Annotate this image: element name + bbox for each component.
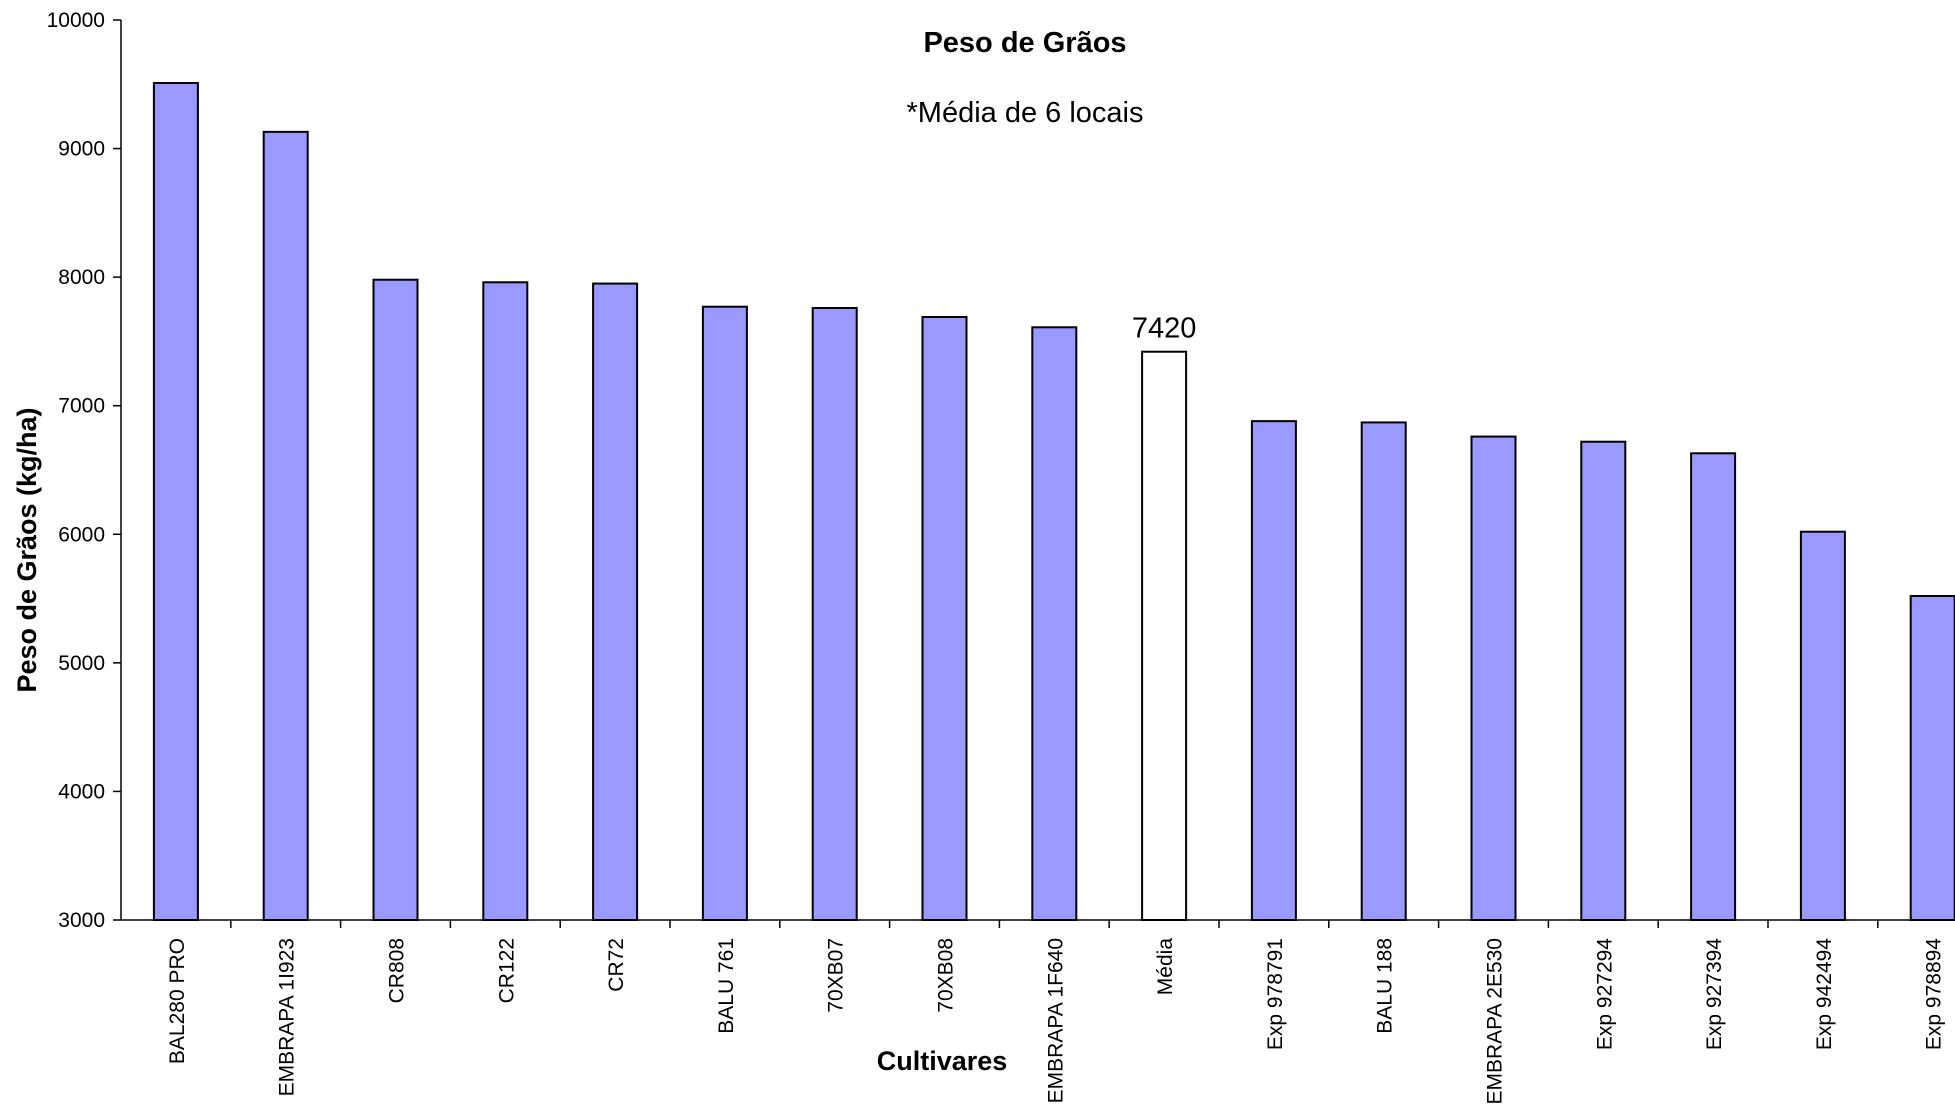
bar-exp-978894	[1909, 595, 1955, 921]
chart-subtitle: *Média de 6 locais	[907, 97, 1144, 129]
bar-embrapa-1f640	[1031, 326, 1078, 921]
x-tick-label: CR72	[605, 938, 628, 992]
x-axis-title: Cultivares	[877, 1046, 1008, 1076]
bar-balu-761	[701, 305, 748, 921]
bar-m-dia	[1141, 350, 1188, 921]
x-tick-label: EMBRAPA 1F640	[1044, 938, 1067, 1103]
y-tick-label: 4000	[58, 780, 105, 803]
data-label-m-dia: 7420	[1132, 313, 1197, 345]
bars-group: 7420	[152, 82, 1955, 922]
bar-balu-188	[1360, 421, 1407, 921]
x-tick-label: Exp 927394	[1703, 938, 1726, 1050]
x-tick-label: Exp 927294	[1593, 938, 1616, 1050]
bar-exp-927294	[1580, 440, 1627, 921]
y-tick-label: 6000	[58, 523, 105, 546]
bar-cr808	[372, 278, 419, 921]
bar-70xb08	[921, 316, 968, 921]
x-tick-label: Exp 942494	[1813, 938, 1836, 1050]
y-tick-label: 5000	[58, 652, 105, 675]
x-tick-label: BALU 761	[715, 938, 738, 1034]
y-tick-label: 7000	[58, 395, 105, 418]
x-tick-label: CR122	[495, 938, 518, 1003]
x-tick-label: 70XB08	[935, 938, 958, 1013]
bar-exp-978791	[1250, 420, 1297, 921]
x-tick-label: EMBRAPA 2E530	[1484, 938, 1507, 1105]
bar-exp-942494	[1799, 530, 1846, 921]
bar-exp-927394	[1690, 452, 1737, 921]
bar-embrapa-1i923	[262, 130, 309, 922]
bar-bal280-pro	[152, 82, 199, 921]
chart-title: Peso de Grãos	[923, 27, 1126, 59]
x-tick-label: Exp 978894	[1923, 938, 1946, 1050]
axes-group: BAL280 PRO EMBRAPA 1I923 CR808 CR122 CR72 BAL…	[47, 9, 1955, 1105]
y-tick-label: 9000	[58, 138, 105, 161]
y-tick-label: 8000	[58, 266, 105, 289]
y-tick-label: 3000	[58, 909, 105, 932]
bar-70xb07	[811, 307, 858, 921]
x-tick-label: Exp 978791	[1264, 938, 1287, 1050]
y-axis-title: Peso de Grãos (kg/ha)	[12, 407, 42, 692]
bar-cr122	[482, 281, 529, 921]
x-tick-label: Média	[1154, 938, 1177, 996]
bar-cr72	[592, 282, 639, 922]
x-tick-label: 70XB07	[825, 938, 848, 1013]
x-tick-label: BAL280 PRO	[166, 938, 189, 1064]
x-tick-label: CR808	[386, 938, 409, 1003]
x-tick-label: BALU 188	[1374, 938, 1397, 1034]
y-tick-label: 10000	[47, 9, 105, 32]
x-tick-label: EMBRAPA 1I923	[276, 938, 299, 1096]
bar-embrapa-2e530	[1470, 435, 1517, 921]
